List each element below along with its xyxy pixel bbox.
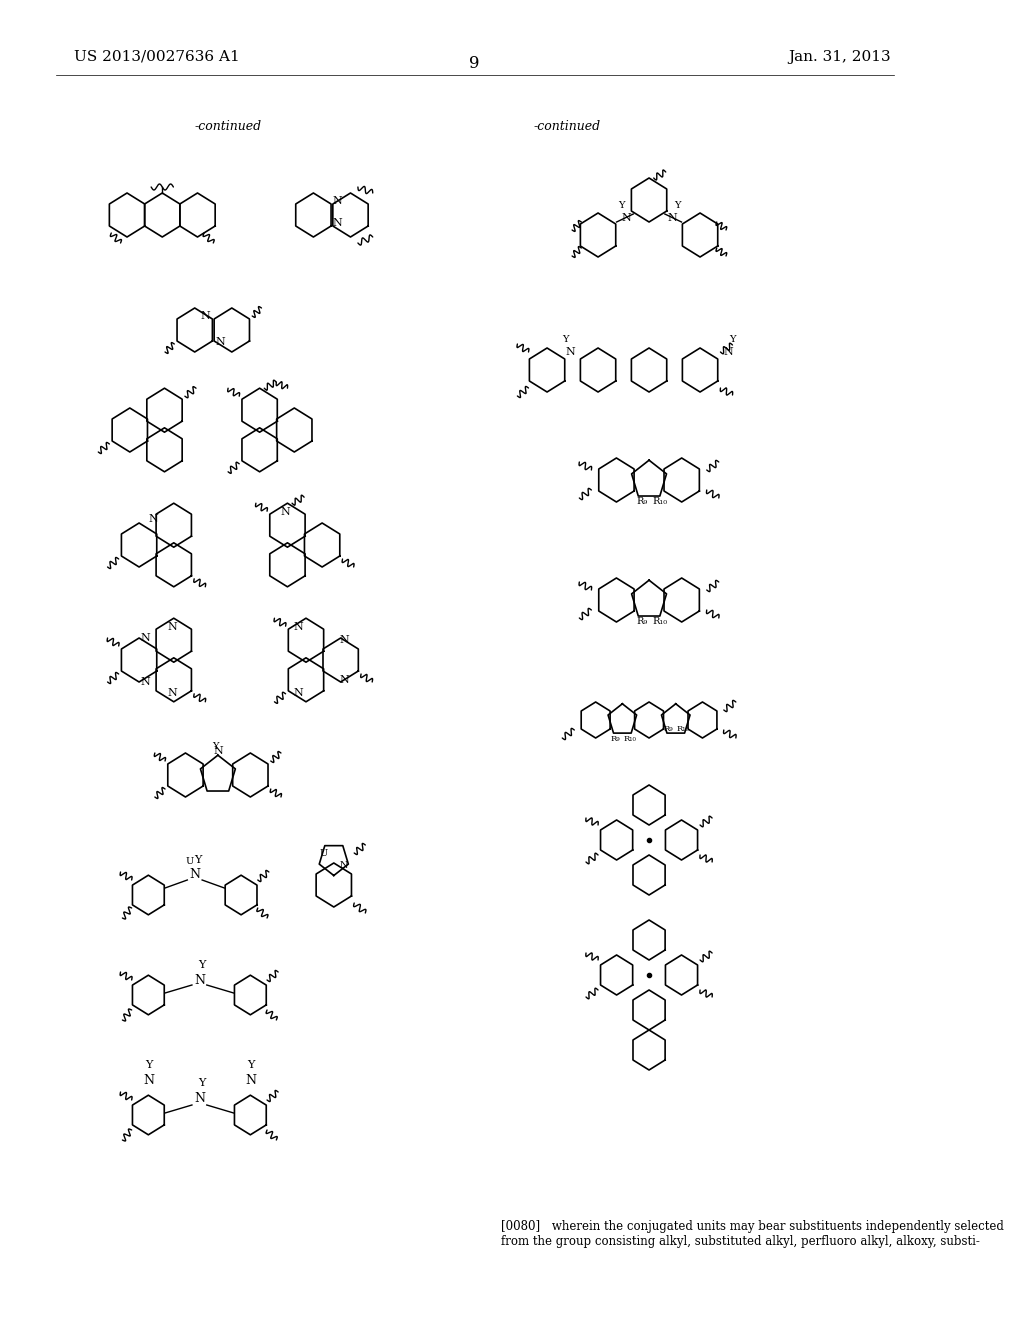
- Text: Y: Y: [212, 742, 218, 751]
- Text: N: N: [333, 195, 342, 206]
- Text: R₉: R₉: [664, 725, 673, 733]
- Text: -continued: -continued: [195, 120, 262, 133]
- Text: US 2013/0027636 A1: US 2013/0027636 A1: [74, 50, 240, 63]
- Text: N: N: [621, 213, 631, 223]
- Text: R₁₀: R₁₀: [677, 725, 689, 733]
- Text: R₁₀: R₁₀: [652, 616, 668, 626]
- Text: R₉: R₉: [610, 735, 620, 743]
- Text: N: N: [340, 635, 349, 645]
- Text: N: N: [140, 634, 151, 643]
- Text: 9: 9: [469, 55, 480, 73]
- Text: N: N: [148, 513, 159, 524]
- Text: N: N: [143, 1073, 154, 1086]
- Text: N: N: [723, 347, 733, 356]
- Text: N: N: [294, 688, 303, 698]
- Text: Y: Y: [618, 202, 625, 210]
- Text: -continued: -continued: [534, 120, 600, 133]
- Text: N: N: [189, 869, 201, 882]
- Text: [0080] wherein the conjugated units may bear substituents independently selected: [0080] wherein the conjugated units may …: [501, 1220, 1004, 1247]
- Text: N: N: [194, 974, 205, 986]
- Text: N: N: [245, 1073, 256, 1086]
- Text: Y: Y: [562, 335, 569, 345]
- Text: R₁₀: R₁₀: [624, 735, 636, 743]
- Text: Y: Y: [199, 960, 206, 970]
- Text: N: N: [340, 675, 349, 685]
- Text: N: N: [216, 337, 225, 347]
- Text: Y: Y: [199, 1078, 206, 1088]
- Text: R₉: R₉: [636, 496, 647, 506]
- Text: N: N: [565, 347, 575, 356]
- Text: Jan. 31, 2013: Jan. 31, 2013: [788, 50, 891, 63]
- Text: R₁₀: R₁₀: [652, 496, 668, 506]
- Text: N: N: [294, 622, 303, 632]
- Text: N: N: [340, 861, 348, 870]
- Text: N: N: [281, 507, 291, 517]
- Text: N: N: [333, 218, 342, 228]
- Text: N: N: [167, 622, 177, 632]
- Text: N: N: [194, 1092, 205, 1105]
- Text: Y: Y: [144, 1060, 152, 1071]
- Text: N: N: [201, 312, 211, 321]
- Text: N: N: [668, 213, 677, 223]
- Text: Y: Y: [194, 855, 201, 865]
- Text: N: N: [167, 688, 177, 698]
- Text: N: N: [213, 746, 223, 756]
- Text: N: N: [140, 677, 151, 686]
- Text: Y: Y: [729, 335, 736, 345]
- Text: Y: Y: [247, 1060, 254, 1071]
- Text: R₉: R₉: [636, 616, 647, 626]
- Text: U: U: [319, 849, 328, 858]
- Text: Y: Y: [674, 202, 680, 210]
- Text: U: U: [186, 858, 195, 866]
